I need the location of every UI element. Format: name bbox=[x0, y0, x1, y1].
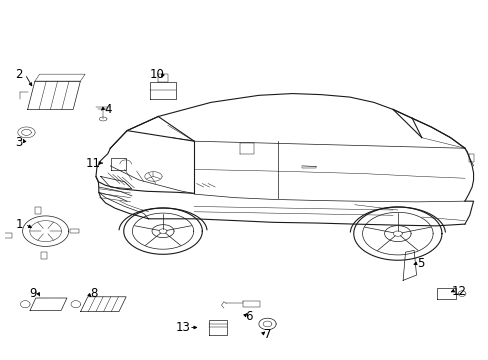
Text: 8: 8 bbox=[90, 287, 97, 300]
Text: 11: 11 bbox=[86, 157, 101, 170]
Text: 9: 9 bbox=[29, 287, 37, 300]
Bar bbox=[41, 252, 46, 259]
Text: 5: 5 bbox=[416, 257, 424, 270]
Text: 4: 4 bbox=[104, 103, 111, 116]
Text: 6: 6 bbox=[245, 310, 252, 323]
Text: 12: 12 bbox=[450, 285, 465, 298]
Bar bbox=[69, 229, 79, 233]
Text: 10: 10 bbox=[149, 68, 164, 81]
Text: 1: 1 bbox=[16, 217, 23, 231]
Text: 7: 7 bbox=[263, 328, 271, 341]
Bar bbox=[35, 207, 41, 214]
Bar bbox=[2, 233, 12, 238]
Text: 3: 3 bbox=[16, 136, 23, 149]
Text: 2: 2 bbox=[16, 68, 23, 81]
Text: 13: 13 bbox=[175, 321, 190, 334]
